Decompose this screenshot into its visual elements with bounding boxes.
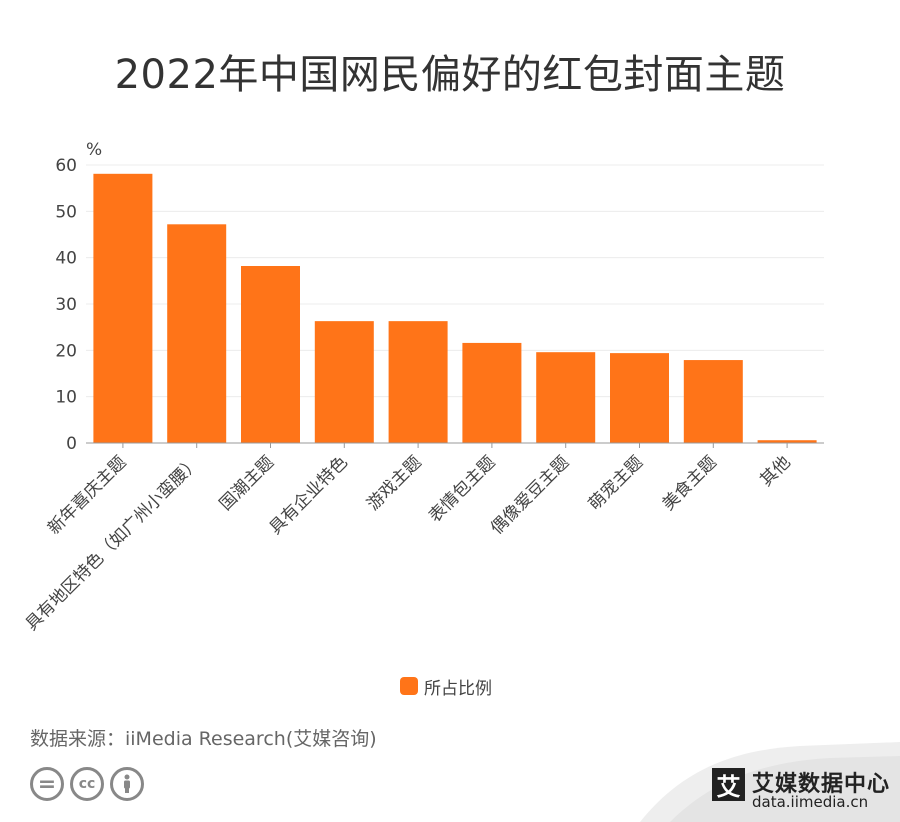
legend-label: 所占比例	[424, 678, 492, 699]
brand-logo: 艾	[712, 768, 745, 801]
y-tick-label: 30	[55, 295, 77, 315]
bars	[93, 173, 817, 443]
bar[interactable]	[167, 224, 227, 443]
chart-title: 2022年中国网民偏好的红包封面主题	[114, 52, 786, 98]
x-tick-label: 游戏主题	[363, 452, 425, 514]
x-tick-label: 其他	[756, 452, 794, 490]
source-note: 数据来源：iiMedia Research(艾媒咨询)	[30, 728, 377, 750]
bar[interactable]	[314, 321, 374, 443]
x-tick-label: 美食主题	[659, 452, 721, 514]
legend[interactable]: 所占比例	[400, 675, 492, 699]
x-tick-label: 偶像爱豆主题	[487, 452, 573, 538]
x-tick-label: 萌宠主题	[585, 452, 647, 514]
person-icon	[110, 767, 144, 801]
y-axis-unit: %	[86, 140, 102, 160]
bar[interactable]	[93, 173, 153, 443]
bar[interactable]	[388, 321, 448, 443]
x-tick-label: 具有企业特色	[266, 452, 352, 538]
bar[interactable]	[610, 353, 669, 443]
y-tick-label: 50	[55, 202, 77, 222]
brand-name: 艾媒数据中心	[752, 772, 891, 797]
y-tick-label: 10	[55, 388, 77, 408]
x-tick-label: 国潮主题	[216, 452, 278, 514]
bar[interactable]	[683, 360, 743, 443]
y-tick-label: 60	[55, 156, 77, 176]
bar[interactable]	[462, 342, 522, 443]
bar[interactable]	[536, 352, 596, 443]
x-tick-label: 表情包主题	[425, 452, 499, 526]
y-axis: 0 10 20 30 40 50 60	[55, 156, 77, 454]
bar[interactable]	[241, 266, 300, 443]
brand-background	[640, 742, 900, 822]
y-tick-label: 20	[55, 341, 77, 361]
y-tick-label: 40	[55, 249, 77, 269]
bar[interactable]	[757, 440, 817, 443]
cc-icon: cc	[70, 767, 104, 801]
equals-icon: =	[30, 767, 64, 801]
brand-url: data.iimedia.cn	[752, 793, 869, 811]
legend-swatch	[400, 677, 418, 695]
y-tick-label: 0	[66, 434, 77, 454]
